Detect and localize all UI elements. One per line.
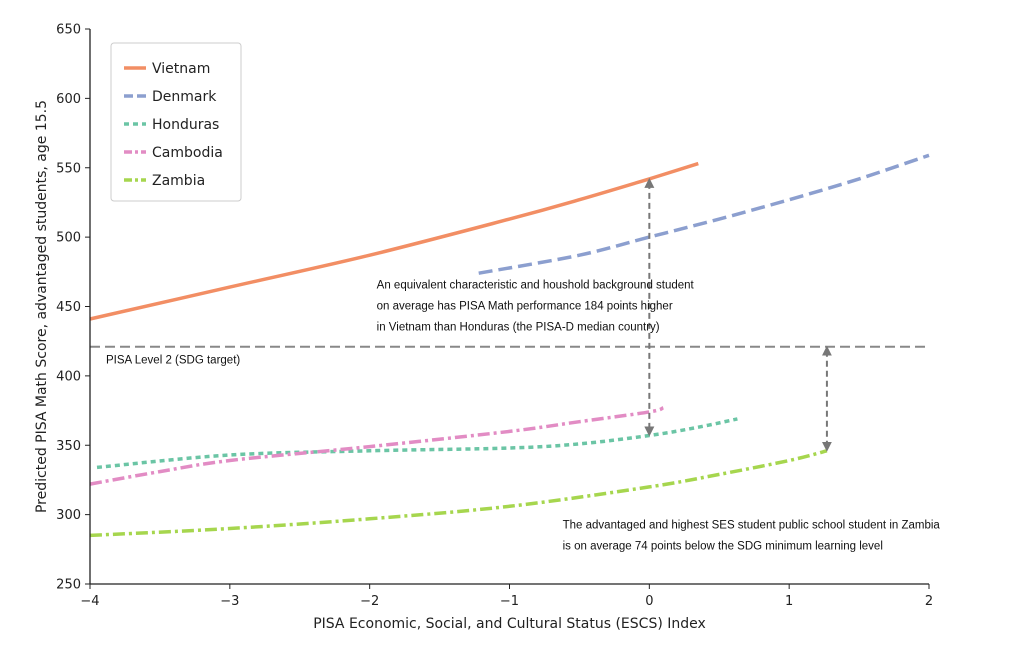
x-tick-label: −1 — [500, 594, 519, 609]
arrow-layer — [644, 177, 832, 452]
y-tick-label: 300 — [56, 508, 81, 523]
legend-label-honduras: Honduras — [152, 117, 219, 133]
y-tick-label: 500 — [56, 231, 81, 246]
series-line-zambia — [89, 449, 828, 538]
y-tick-label: 350 — [56, 439, 81, 454]
x-tick-label: 0 — [645, 594, 653, 609]
series-line-denmark — [478, 153, 930, 275]
reference-line-layer: PISA Level 2 (SDG target) — [90, 345, 929, 367]
annotation-2-line: is on average 74 points below the SDG mi… — [563, 541, 883, 553]
y-tick-label: 550 — [56, 161, 81, 176]
x-tick-label: 2 — [925, 594, 933, 609]
legend-label-denmark: Denmark — [152, 89, 217, 105]
series-line-vietnam — [89, 161, 699, 321]
legend-label-zambia: Zambia — [152, 173, 205, 189]
sdg-target-label: PISA Level 2 (SDG target) — [106, 355, 240, 367]
y-tick-label: 400 — [56, 369, 81, 384]
annotation-1-line: in Vietnam than Honduras (the PISA-D med… — [377, 321, 660, 333]
y-tick-label: 450 — [56, 300, 81, 315]
legend-label-vietnam: Vietnam — [152, 61, 210, 77]
legend-box — [110, 42, 242, 202]
y-tick-label: 650 — [56, 23, 81, 38]
x-tick-label: −4 — [80, 594, 99, 609]
axes-layer: −4 −3 −2 −1 0 1 2 250 300 350 400 450 500 550 600 650 PI… — [34, 23, 933, 633]
annotation-2-line: The advantaged and highest SES student p… — [563, 520, 941, 532]
y-axis-title: Predicted PISA Math Score, advantaged st… — [34, 100, 50, 513]
x-tick-label: −2 — [360, 594, 379, 609]
x-axis-title: PISA Economic, Social, and Cultural Stat… — [313, 616, 706, 632]
y-tick-label: 250 — [56, 578, 81, 593]
x-tick-label: 1 — [785, 594, 793, 609]
series-layer — [89, 153, 930, 538]
x-tick-label: −3 — [220, 594, 239, 609]
series-line-cambodia — [89, 406, 664, 486]
annotation-1-line: An equivalent characteristic and houshol… — [377, 279, 695, 291]
annotation-1-line: on average has PISA Math performance 184… — [377, 300, 673, 312]
y-tick-label: 600 — [56, 92, 81, 107]
series-line-honduras — [96, 417, 738, 470]
legend: Vietnam Denmark Honduras Cambodia Zambia — [110, 42, 242, 202]
legend-label-cambodia: Cambodia — [152, 145, 223, 161]
annotation-layer: An equivalent characteristic and houshol… — [377, 279, 941, 552]
